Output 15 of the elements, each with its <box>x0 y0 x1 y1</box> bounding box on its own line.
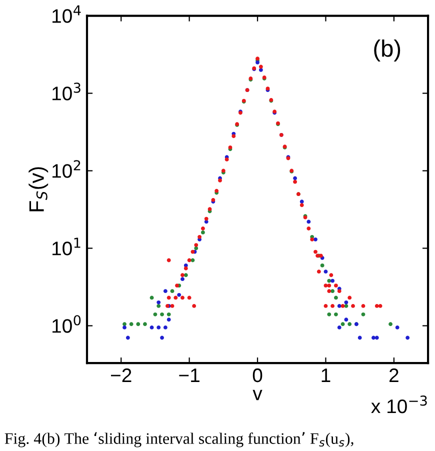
y-axis-title: F$_{S}$(v) <box>28 167 48 212</box>
y-tick-label: 10$^{0}$ <box>52 315 81 333</box>
x-tick-label: 0 <box>252 368 262 382</box>
x-axis-title: v <box>252 390 262 400</box>
x-tick-label: 2 <box>390 368 398 382</box>
caption: Fig. 4(b) The ‘sliding interval scaling function’ F$_{s}$(u$_{s}$), <box>4 432 354 448</box>
y-tick-label: 10$^{1}$ <box>52 238 80 256</box>
x-tick-label: −1 <box>179 368 200 382</box>
x-tick-label: 1 <box>322 368 330 382</box>
y-tick-label: 10$^{4}$ <box>52 5 81 23</box>
annotation: (b) <box>374 40 400 62</box>
y-tick-label: 10$^{2}$ <box>52 160 80 178</box>
text: x 10$^{−3}$ <box>371 395 427 414</box>
x-tick-label: −2 <box>110 368 132 382</box>
y-tick-label: 10$^{3}$ <box>52 82 80 100</box>
